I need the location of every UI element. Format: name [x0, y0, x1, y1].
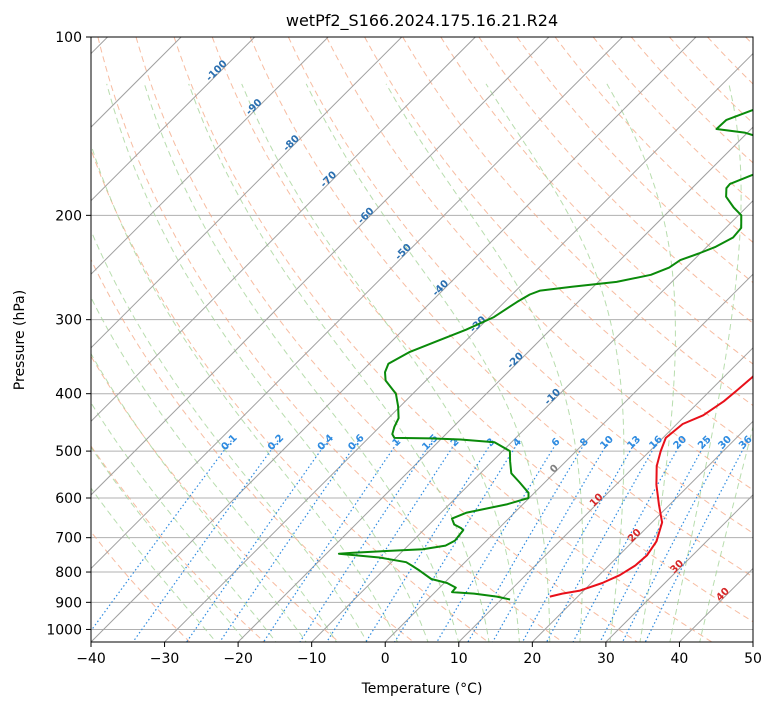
plot-frame [90, 36, 754, 643]
dry-adiabat-line [91, 445, 266, 642]
moist-adiabat-line [91, 446, 247, 642]
y-tick-label: 200 [55, 208, 82, 224]
moist-adiabat-line [143, 83, 460, 642]
mixing-ratio-line [185, 440, 329, 642]
mixing-ratio-line [491, 440, 610, 642]
dry-adiabat-line [554, 37, 753, 243]
y-axis: 100 200 300 400 500 600 700 800 900 1000 [46, 30, 91, 638]
isotherms [91, 37, 753, 642]
moist-adiabat-line [106, 83, 429, 642]
y-tick-label: 500 [55, 444, 82, 460]
x-tick-label: 40 [671, 651, 689, 667]
dry-adiabat-line [516, 37, 753, 284]
y-tick-label: 300 [55, 313, 82, 329]
mixing-ratio-line [467, 440, 587, 642]
moist-adiabats [91, 83, 753, 642]
dry-adiabat-line [97, 37, 564, 642]
moist-adiabat-line [385, 83, 584, 642]
moist-adiabat-line [669, 83, 742, 642]
isotherm-line [91, 37, 476, 423]
moist-adiabat-line [91, 401, 277, 642]
y-tick-label: 900 [55, 595, 82, 611]
pressure-gridlines [91, 37, 753, 630]
y-tick-label: 700 [55, 531, 82, 547]
x-tick-label: −40 [76, 651, 106, 667]
isotherm-line [384, 273, 753, 642]
mixing-ratio-line [545, 440, 659, 642]
isotherm-line [311, 199, 753, 642]
profile-series [337, 108, 753, 601]
x-axis: −40 −30 −20 −10 0 10 20 30 40 50 [76, 642, 762, 667]
x-axis-label: Temperature (°C) [361, 681, 483, 697]
x-tick-label: −30 [150, 651, 180, 667]
x-tick-label: −10 [297, 651, 327, 667]
moist-adiabat-line [91, 352, 307, 642]
mixing-ratio-line [436, 440, 559, 642]
y-axis-label: Pressure (hPa) [12, 290, 28, 390]
mixing-ratio-line [572, 440, 683, 642]
dry-adiabat-line [173, 37, 713, 642]
isotherm-line [91, 37, 697, 642]
moist-adiabat-line [91, 143, 398, 642]
dry-adiabat-line [630, 37, 753, 164]
mixing-ratio-line [599, 440, 708, 642]
moist-adiabat-line [485, 83, 625, 642]
dry-adiabat-line [326, 37, 753, 491]
isotherm-line [91, 37, 550, 496]
moist-adiabat-line [606, 83, 676, 642]
moist-adiabat-line [91, 487, 217, 642]
mixing-ratio-line [393, 440, 520, 642]
dry-adiabat-line [364, 37, 753, 449]
temperature-profile-line [549, 374, 753, 598]
dry-adiabat-line [211, 37, 753, 623]
mixing-ratio-lines [91, 440, 749, 642]
x-tick-label: 20 [523, 651, 541, 667]
moist-adiabat-line [188, 83, 490, 642]
mixing-ratio-line [644, 440, 749, 642]
isotherm-line [91, 37, 256, 202]
moist-adiabat-line [241, 83, 520, 642]
y-tick-label: 400 [55, 387, 82, 403]
dry-adiabat-line [91, 531, 191, 642]
mixing-ratio-line [262, 440, 400, 642]
isotherm-line [458, 347, 753, 642]
mixing-ratio-line [521, 440, 637, 642]
dry-adiabat-line [135, 37, 639, 642]
isotherm-line [531, 420, 753, 642]
mixing-ratio-line [299, 440, 433, 642]
dry-adiabat-line [287, 37, 753, 534]
moist-adiabat-line [91, 296, 338, 642]
isotherm-line [237, 126, 753, 642]
x-tick-label: 50 [744, 651, 762, 667]
isotherm-line [91, 37, 403, 349]
moist-adiabat-line [91, 229, 368, 642]
mixing-ratio-line [132, 440, 279, 642]
mixing-ratio-line [621, 440, 728, 642]
x-tick-label: 10 [450, 651, 468, 667]
dry-adiabat-line [440, 37, 753, 365]
y-tick-label: 100 [55, 30, 82, 46]
mixing-ratio-line [91, 440, 232, 632]
y-tick-label: 800 [55, 565, 82, 581]
chart-title: wetPf2_S166.2024.175.16.21.R24 [286, 11, 558, 31]
x-tick-label: −20 [223, 651, 253, 667]
isotherm-line [91, 37, 623, 570]
dry-adiabat-line [91, 258, 415, 642]
dewpoint-profile-line [337, 108, 753, 601]
isotherm-line [164, 52, 753, 642]
y-tick-label: 1000 [46, 622, 82, 638]
y-tick-label: 600 [55, 491, 82, 507]
isotherm-line [605, 494, 753, 642]
moist-adiabat-line [699, 425, 753, 642]
x-tick-label: 30 [597, 651, 615, 667]
moist-adiabat-line [305, 83, 551, 642]
isotherm-line [91, 37, 329, 275]
x-tick-label: 0 [381, 651, 390, 667]
